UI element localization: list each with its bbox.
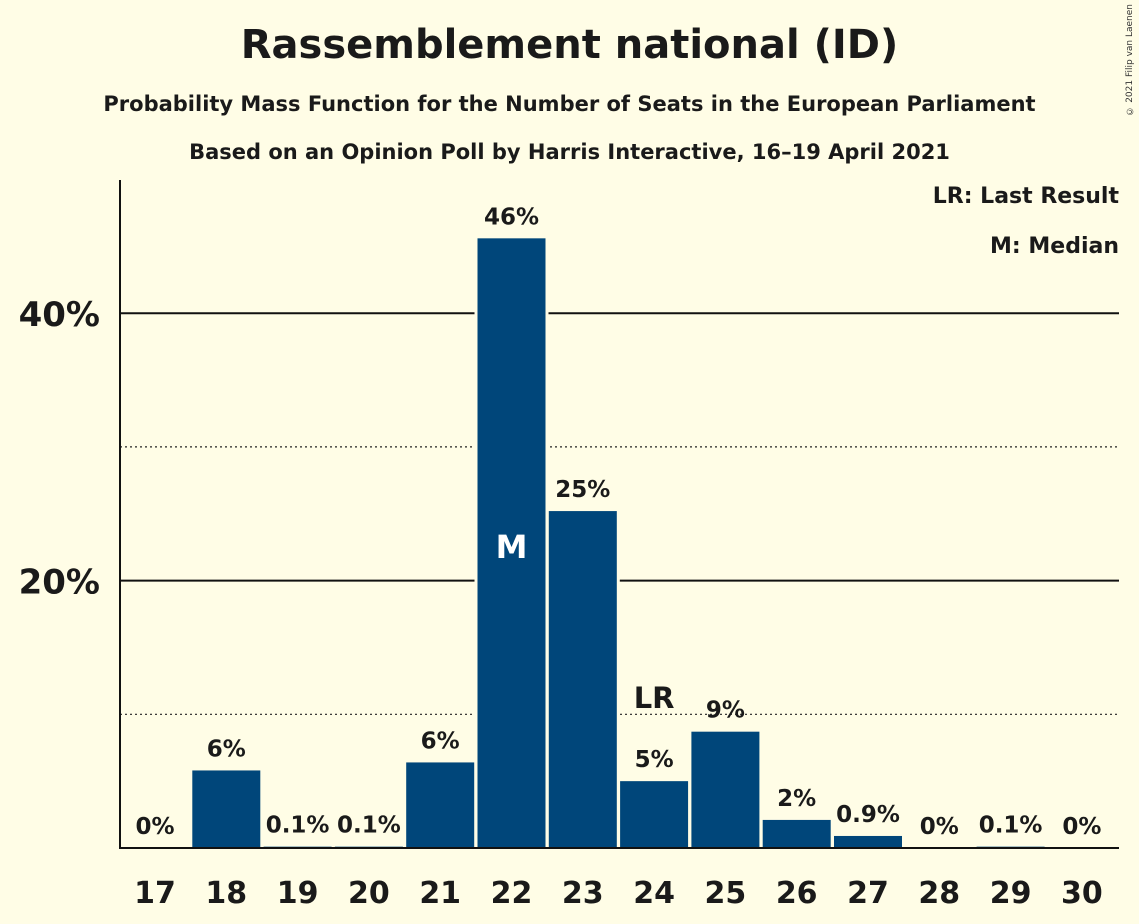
- x-tick-label: 29: [990, 876, 1032, 911]
- x-tick-label: 18: [205, 876, 247, 911]
- bar: [192, 770, 261, 848]
- legend-last-result: LR: Last Result: [932, 184, 1119, 209]
- x-tick-label: 25: [705, 876, 747, 911]
- bar-value-label: 0.1%: [979, 813, 1043, 839]
- x-tick-label: 24: [633, 876, 675, 911]
- median-marker: M: [496, 528, 528, 566]
- x-tick-label: 28: [918, 876, 960, 911]
- bar: [548, 511, 617, 848]
- chart-subtitle-source: Based on an Opinion Poll by Harris Inter…: [189, 140, 950, 164]
- bar: [406, 762, 475, 848]
- bar-value-label: 6%: [421, 728, 460, 754]
- bar: [620, 781, 689, 848]
- bar-value-label: 46%: [484, 204, 539, 230]
- x-tick-label: 26: [776, 876, 818, 911]
- bar-value-label: 0%: [920, 814, 959, 840]
- bar: [834, 835, 902, 848]
- bar-value-label: 0.1%: [337, 813, 401, 839]
- bar-value-label: 0%: [135, 814, 174, 840]
- bar-value-label: 6%: [207, 736, 246, 762]
- x-tick-label: 23: [562, 876, 604, 911]
- x-tick-label: 30: [1061, 876, 1103, 911]
- last-result-marker: LR: [634, 681, 675, 715]
- legend-median: M: Median: [990, 234, 1119, 259]
- bar-value-label: 25%: [555, 477, 610, 503]
- bar: [762, 819, 831, 848]
- bar-value-label: 0.9%: [836, 802, 900, 828]
- chart-title: Rassemblement national (ID): [240, 22, 899, 68]
- bar: [477, 238, 546, 848]
- x-tick-label: 17: [134, 876, 176, 911]
- x-tick-label: 19: [277, 876, 319, 911]
- bar-value-label: 5%: [635, 747, 674, 773]
- bar-value-label: 9%: [706, 698, 745, 724]
- bar-value-label: 0.1%: [266, 813, 330, 839]
- x-tick-label: 22: [491, 876, 533, 911]
- bar: [691, 731, 760, 848]
- y-tick-label: 20%: [19, 563, 100, 603]
- bar-value-label: 2%: [777, 786, 816, 812]
- x-tick-label: 20: [348, 876, 390, 911]
- bar-value-label: 0%: [1062, 814, 1101, 840]
- chart-subtitle: Probability Mass Function for the Number…: [103, 92, 1036, 116]
- y-tick-label: 40%: [19, 295, 100, 335]
- x-tick-label: 27: [847, 876, 889, 911]
- x-tick-label: 21: [419, 876, 461, 911]
